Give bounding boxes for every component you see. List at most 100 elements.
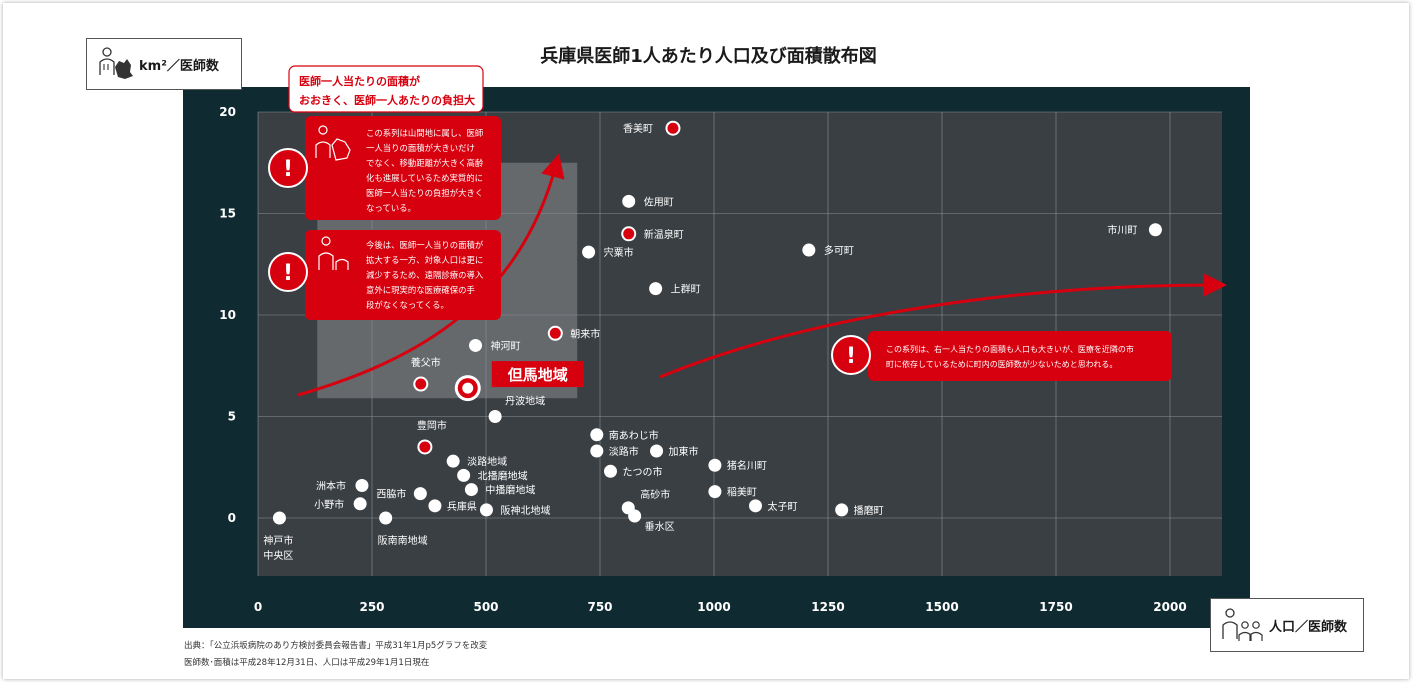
data-point-red	[667, 122, 679, 134]
callout-top-box	[288, 65, 484, 113]
y-tick-label: 5	[228, 410, 236, 424]
data-point	[628, 509, 642, 523]
data-point	[469, 338, 483, 352]
data-point	[353, 497, 367, 511]
note1-line: でなく、移動距離が大きく高齢	[366, 158, 484, 168]
x-tick-label: 250	[359, 600, 384, 614]
point-label: 朝来市	[570, 327, 600, 340]
point-label: 豊岡市	[417, 419, 447, 432]
note1-line: なっている。	[366, 203, 416, 213]
data-point-red	[415, 378, 427, 390]
point-label: 西脇市	[376, 488, 406, 501]
source-line-1: 出典：「公立浜坂病院のあり方検討委員会報告書」平成31年1月p5グラフを改変	[184, 641, 488, 651]
note1-line: 医師一人当たりの負担が大きく	[366, 188, 483, 198]
note2-doctor-icon	[321, 236, 331, 246]
note2-line: 意外に現実的な医療確保の手	[366, 285, 475, 295]
point-label: 上群町	[671, 283, 701, 296]
data-point	[582, 245, 596, 259]
point-label: 淡路市	[609, 445, 639, 458]
data-point	[464, 483, 478, 497]
data-point	[802, 243, 816, 257]
point-label: 播磨町	[854, 504, 884, 517]
note2-box	[305, 230, 501, 320]
arrow-right	[659, 273, 1227, 379]
x-tick-label: 0	[254, 600, 262, 614]
data-point	[603, 464, 617, 478]
note2-line: 今後は、医師一人当りの面積が	[366, 240, 484, 250]
data-point	[835, 503, 849, 517]
source-note: 出典：「公立浜坂病院のあり方検討委員会報告書」平成31年1月p5グラフを改変 医…	[184, 638, 487, 672]
x-tick-label: 1000	[697, 600, 730, 614]
data-point	[649, 282, 663, 296]
y-tick-label: 20	[219, 105, 236, 119]
point-label: 丹波地域	[505, 395, 545, 408]
point-label: 神河町	[491, 339, 521, 352]
point-label: 養父市	[411, 356, 441, 369]
data-point-red	[419, 441, 431, 453]
x-tick-label: 500	[473, 600, 498, 614]
x-tick-label: 750	[587, 600, 612, 614]
note3-exclaim-icon-mark: !	[846, 344, 856, 369]
data-point	[590, 428, 604, 442]
data-point	[479, 503, 493, 517]
highlight-label: 但馬地域	[507, 366, 568, 384]
data-point-red	[623, 228, 635, 240]
y-tick-label: 15	[219, 207, 236, 221]
y-axis-title-box: km²／医師数	[86, 38, 242, 90]
note3-line: この系列は、右一人当たりの面積も人口も大きいが、医療を近隣の市	[886, 344, 1134, 354]
highlight-label-bg	[491, 361, 584, 388]
note3-exclaim-icon	[831, 335, 871, 375]
point-label: 宍粟市	[604, 246, 634, 259]
x-axis-title-box: 人口／医師数	[1210, 598, 1364, 652]
point-label: 市川町	[1107, 224, 1137, 237]
point-label: 阪神北地域	[500, 504, 550, 517]
note2-line: 減少するため、遠隔診療の導入	[366, 270, 484, 280]
point-label: 稲美町	[727, 486, 757, 499]
data-point	[1148, 223, 1162, 237]
point-label: たつの市	[622, 465, 662, 478]
point-label: 香美町	[623, 122, 653, 135]
point-label: 兵庫県	[447, 500, 477, 513]
note3-line: 町に依存しているために町内の医師数が少ないためと思われる。	[886, 359, 1117, 369]
note2-exclaim-icon	[268, 252, 308, 292]
x-axis-title: 人口／医師数	[1269, 619, 1348, 635]
point-label: 佐用町	[644, 196, 674, 208]
data-point	[708, 458, 722, 472]
data-point	[590, 444, 604, 458]
y-tick-label: 0	[228, 511, 236, 525]
point-label: 阪南南地域	[378, 534, 428, 547]
point-label: 神戸市	[263, 534, 293, 547]
data-point-highlight-core	[462, 382, 474, 394]
y-axis-title: km²／医師数	[139, 58, 219, 74]
note1-line: この系列は山間地に属し、医師	[366, 128, 483, 138]
point-label: 太子町	[767, 500, 797, 513]
note1-exclaim-icon	[268, 148, 308, 188]
point-label: 北播磨地域	[478, 469, 528, 482]
data-point	[457, 468, 471, 482]
x-tick-label: 2000	[1153, 600, 1186, 614]
note3-box	[868, 331, 1172, 381]
data-point	[355, 479, 369, 493]
data-point-red	[549, 327, 561, 339]
point-label: 洲本市	[316, 480, 346, 493]
callout-top-line2: おおきく、医師一人あたりの負担大	[299, 93, 475, 107]
data-point	[272, 511, 286, 525]
point-label: 高砂市	[640, 488, 670, 501]
x-tick-label: 1250	[811, 600, 844, 614]
note1-box	[305, 116, 501, 220]
chart-title: 兵庫県医師1人あたり人口及び面積散布図	[540, 46, 877, 67]
data-point	[428, 499, 442, 513]
source-line-2: 医師数･面積は平成28年12月31日、人口は平成29年1月1日現在	[184, 658, 430, 668]
point-label: 新温泉町	[644, 228, 684, 241]
doctor-area-icon	[99, 47, 133, 79]
note1-exclaim-icon-mark: !	[283, 157, 293, 182]
x-tick-label: 1750	[1039, 600, 1072, 614]
point-label: 猪名川町	[727, 459, 767, 472]
data-point	[488, 410, 502, 423]
note1-line: 化も進展しているため実質的に	[366, 173, 483, 183]
point-label: 小野市	[314, 498, 344, 511]
data-point	[622, 194, 636, 208]
data-point	[708, 485, 722, 499]
note2-line: 段がなくなってくる。	[366, 300, 449, 310]
point-label: 中央区	[263, 549, 293, 562]
